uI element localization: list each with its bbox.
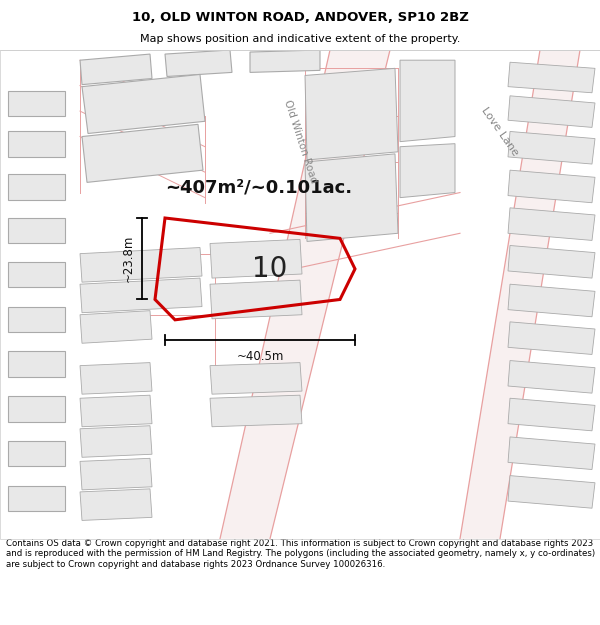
Text: ~40.5m: ~40.5m [236, 351, 284, 363]
Polygon shape [508, 131, 595, 164]
Polygon shape [8, 441, 65, 466]
Polygon shape [508, 170, 595, 202]
Polygon shape [8, 218, 65, 244]
Polygon shape [508, 62, 595, 92]
Polygon shape [305, 68, 398, 160]
Polygon shape [210, 239, 302, 278]
Polygon shape [8, 262, 65, 288]
Polygon shape [400, 60, 455, 142]
Polygon shape [250, 50, 320, 72]
Polygon shape [220, 50, 390, 539]
Polygon shape [508, 208, 595, 241]
Polygon shape [80, 426, 152, 458]
Polygon shape [8, 91, 65, 116]
Text: 10, OLD WINTON ROAD, ANDOVER, SP10 2BZ: 10, OLD WINTON ROAD, ANDOVER, SP10 2BZ [131, 11, 469, 24]
Polygon shape [80, 395, 152, 427]
Polygon shape [508, 322, 595, 354]
Polygon shape [80, 278, 202, 312]
Polygon shape [8, 486, 65, 511]
Text: ~407m²/~0.101ac.: ~407m²/~0.101ac. [165, 179, 352, 196]
Polygon shape [8, 396, 65, 422]
Text: Contains OS data © Crown copyright and database right 2021. This information is : Contains OS data © Crown copyright and d… [6, 539, 595, 569]
Text: Old Winton Road: Old Winton Road [282, 99, 318, 184]
Polygon shape [210, 395, 302, 427]
Polygon shape [508, 437, 595, 469]
Text: 10: 10 [253, 255, 287, 283]
Text: ~23.8m: ~23.8m [122, 235, 135, 282]
Polygon shape [80, 489, 152, 521]
Polygon shape [82, 74, 205, 134]
Polygon shape [82, 124, 203, 182]
Polygon shape [8, 351, 65, 377]
Polygon shape [8, 307, 65, 332]
Text: Love Lane: Love Lane [479, 105, 520, 158]
Polygon shape [508, 398, 595, 431]
Polygon shape [460, 50, 580, 539]
Polygon shape [165, 50, 232, 76]
Polygon shape [508, 284, 595, 317]
Polygon shape [210, 280, 302, 319]
Polygon shape [80, 458, 152, 490]
Polygon shape [80, 248, 202, 282]
Polygon shape [508, 96, 595, 128]
Polygon shape [8, 174, 65, 199]
Polygon shape [508, 361, 595, 393]
Polygon shape [508, 476, 595, 508]
Polygon shape [8, 131, 65, 157]
Polygon shape [80, 362, 152, 394]
Polygon shape [400, 144, 455, 198]
Polygon shape [305, 154, 398, 241]
Polygon shape [80, 54, 152, 84]
Polygon shape [210, 362, 302, 394]
Text: Map shows position and indicative extent of the property.: Map shows position and indicative extent… [140, 34, 460, 44]
Polygon shape [80, 311, 152, 343]
Polygon shape [508, 246, 595, 278]
